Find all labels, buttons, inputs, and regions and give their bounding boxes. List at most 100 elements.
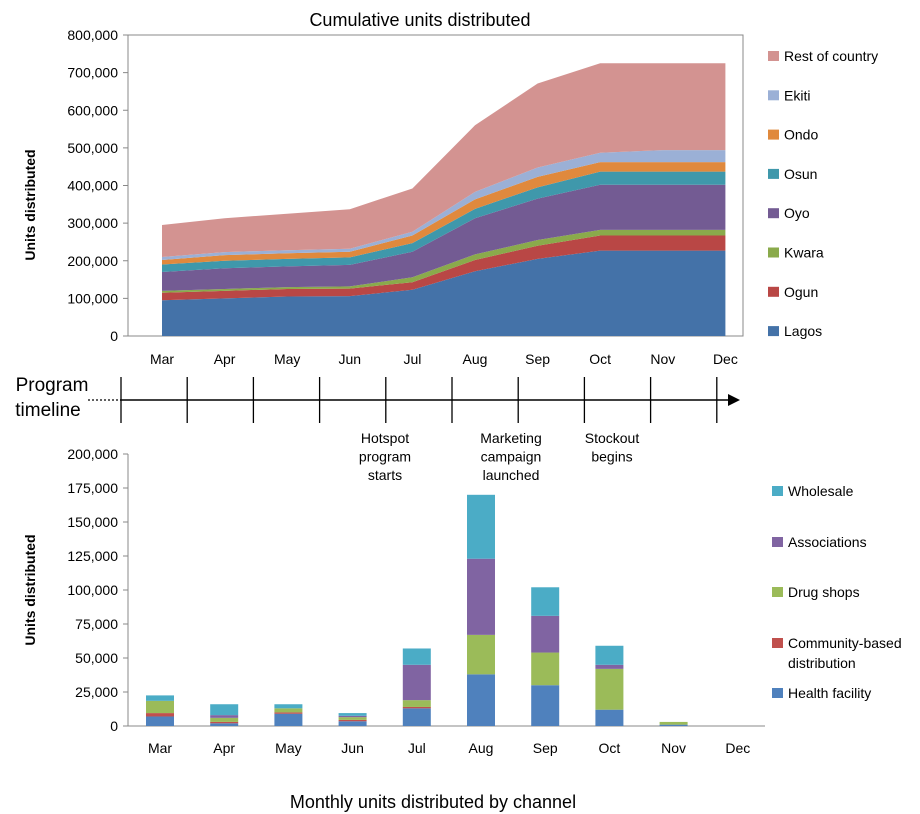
bar-segment-associations (210, 715, 239, 718)
legend-label: Oyo (784, 205, 810, 221)
legend-swatch (772, 638, 783, 648)
event-annotations: Hotspot program starts Marketing campaign lau… (335, 428, 687, 489)
top-x-tick-label: Nov (650, 351, 675, 367)
top-x-tick-label: Jul (403, 351, 421, 367)
legend-item-osun: Osun (768, 166, 817, 182)
bottom-y-tick-label: 175,000 (67, 480, 118, 496)
bottom-y-tick-label: 125,000 (67, 548, 118, 564)
annotation-line: launched (483, 467, 540, 483)
legend-swatch (772, 486, 783, 496)
bar-segment-wholesale (210, 704, 239, 716)
bar-segment-drug-shops (402, 700, 431, 707)
bar-segment-drug-shops (274, 708, 303, 713)
bottom-chart-title: Monthly units distributed by channel (290, 792, 576, 812)
legend-label: Osun (784, 166, 817, 182)
bottom-x-axis: Mar Apr May Jun Jul Aug Sep Oct Nov Dec (148, 740, 750, 756)
bar-segment-health-facility (531, 685, 560, 726)
legend-item-health-facility: Health facility (772, 685, 871, 701)
bar-segment-drug-shops (338, 717, 367, 720)
top-y-tick-label: 400,000 (67, 178, 118, 194)
legend-item-kwara: Kwara (768, 245, 824, 261)
bar-stack-mar (146, 695, 174, 726)
timeline-arrowhead (728, 394, 740, 406)
bottom-x-tick-label: Oct (599, 740, 621, 756)
bar-segment-associations (595, 664, 624, 669)
annotation-line: starts (368, 467, 402, 483)
top-y-tick-label: 800,000 (67, 27, 118, 43)
legend-item-rest-of-country: Rest of country (768, 48, 878, 64)
legend-swatch (772, 537, 783, 547)
top-y-tick-label: 700,000 (67, 65, 118, 81)
legend-label: Wholesale (788, 483, 854, 499)
bottom-y-tick-label: 50,000 (75, 650, 118, 666)
top-y-tick-label: 300,000 (67, 215, 118, 231)
bar-segment-health-facility (467, 674, 495, 726)
bar-segment-associations (531, 615, 560, 653)
legend-label: Ogun (784, 284, 818, 300)
bar-stack-aug (467, 494, 495, 726)
top-y-tick-label: 200,000 (67, 253, 118, 269)
monthly-bar-chart: Hotspot program starts Marketing campaign lau… (22, 428, 902, 812)
legend-label: Kwara (784, 245, 824, 261)
bottom-x-tick-label: Sep (533, 740, 558, 756)
legend-item-ondo: Ondo (768, 127, 818, 143)
area-lagos (162, 250, 726, 336)
legend-swatch (772, 688, 783, 698)
top-x-tick-label: Dec (713, 351, 738, 367)
bottom-legend: Wholesale Associations Drug shops Community… (772, 483, 902, 701)
bottom-x-tick-label: Aug (469, 740, 494, 756)
bottom-x-tick-label: May (275, 740, 301, 756)
bottom-y-tick-label: 100,000 (67, 582, 118, 598)
top-x-tick-label: Oct (589, 351, 611, 367)
legend-item-lagos: Lagos (768, 323, 822, 339)
bar-stack-jul (402, 648, 431, 726)
legend-swatch (768, 247, 779, 258)
top-x-tick-label: May (274, 351, 300, 367)
bottom-y-tick-label: 75,000 (75, 616, 118, 632)
bar-segment-associations (338, 715, 367, 718)
legend-item-drug-shops: Drug shops (772, 584, 860, 600)
top-legend: Rest of country Ekiti Ondo Osun Oyo Kwara Ogun… (768, 48, 878, 339)
area-rest-of-country (162, 63, 726, 257)
timeline-ticks (120, 377, 718, 423)
area-oyo (162, 184, 726, 291)
bar-segment-drug-shops (467, 634, 495, 675)
legend-item-wholesale: Wholesale (772, 483, 854, 499)
top-chart-title: Cumulative units distributed (309, 10, 530, 30)
annotation-backdrop (460, 428, 562, 489)
bottom-x-tick-label: Dec (725, 740, 750, 756)
bar-segment-associations (402, 664, 431, 701)
legend-label: Drug shops (788, 584, 860, 600)
bar-segment-drug-shops (595, 668, 624, 710)
bar-segment-associations (467, 558, 495, 635)
legend-item-oyo: Oyo (768, 205, 810, 221)
bar-segment-drug-shops (531, 652, 560, 686)
bar-segment-wholesale (595, 645, 624, 665)
legend-swatch (768, 90, 779, 101)
legend-swatch (768, 326, 779, 337)
bar-segment-wholesale (531, 587, 560, 616)
bottom-x-tick-label: Nov (661, 740, 686, 756)
bar-segment-health-facility (659, 724, 688, 726)
top-x-tick-label: Sep (525, 351, 550, 367)
bar-segment-health-facility (402, 708, 431, 726)
top-y-axis-label: Units distributed (22, 149, 38, 260)
bar-segment-community-based-distribution (338, 719, 367, 722)
bar-segment-community-based-distribution (146, 713, 174, 717)
bar-segment-wholesale (467, 494, 495, 559)
legend-swatch (768, 51, 779, 61)
top-x-tick-label: Mar (150, 351, 174, 367)
top-x-tick-label: Apr (214, 351, 236, 367)
annotation-line: Marketing (480, 430, 541, 446)
bottom-y-tick-label: 0 (110, 718, 118, 734)
bottom-x-tick-label: Mar (148, 740, 172, 756)
timeline-label-line1: Program (16, 375, 89, 396)
top-y-tick-label: 500,000 (67, 140, 118, 156)
bar-stack-jun (338, 713, 367, 726)
bottom-bar-stacks (146, 494, 688, 726)
timeline-label-line2: timeline (15, 400, 80, 421)
top-y-tick-label: 100,000 (67, 290, 118, 306)
cumulative-area-chart: Cumulative units distributed 0 100,000 200… (22, 10, 878, 367)
legend-swatch (772, 587, 783, 597)
